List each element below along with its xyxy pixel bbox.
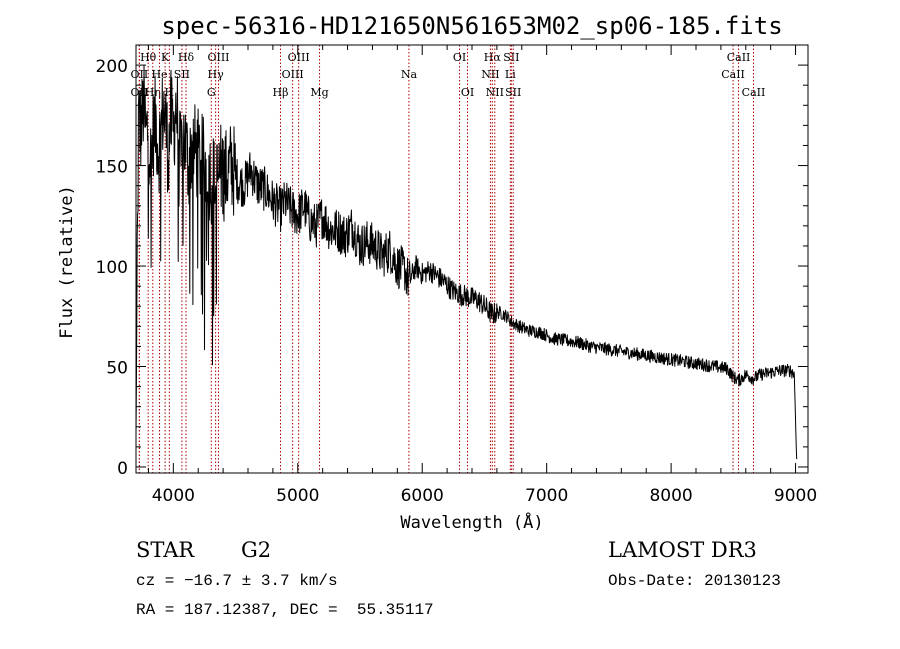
spectral-line-label: SII [505, 86, 521, 99]
spectral-line-label: OIII [288, 51, 310, 64]
spectral-line-label: NII [486, 86, 504, 99]
coordinates-readout: RA = 187.12387, DEC = 55.35117 [136, 601, 434, 619]
x-tick-label: 5000 [276, 486, 319, 506]
spectrum-series-line [135, 65, 798, 460]
spectral-line-label: Hβ [273, 86, 289, 99]
x-axis-label: Wavelength (Å) [400, 511, 543, 533]
spectral-line-label: OIII [282, 68, 304, 81]
y-tick-label: 50 [106, 359, 128, 379]
spectral-line-label: Hδ [178, 51, 195, 64]
spectral-line-label: OI [461, 86, 474, 99]
spectral-line-label: Hα [484, 51, 502, 64]
x-tick-label: 6000 [401, 486, 444, 506]
y-tick-label: 0 [117, 459, 128, 479]
spectral-line-label: CaII [721, 68, 745, 81]
x-tick-label: 4000 [152, 486, 195, 506]
spectral-line-label: G [207, 86, 216, 99]
x-tick-label: 9000 [774, 486, 817, 506]
x-tick-label: 7000 [525, 486, 568, 506]
object-class: STAR [136, 538, 195, 562]
y-tick-label: 200 [96, 57, 128, 77]
spectral-line-label: K [161, 51, 170, 64]
spectral-line-label: Mg [310, 86, 328, 99]
spectral-line-label: CaII [742, 86, 766, 99]
object-subclass: G2 [241, 538, 272, 562]
spectral-line-label: OI [453, 51, 466, 64]
spectral-line-label: Na [401, 68, 418, 81]
chart-title: spec-56316-HD121650N561653M02_sp06-185.f… [161, 12, 782, 40]
x-tick-label: 8000 [649, 486, 692, 506]
spectral-line-label: CaII [727, 51, 751, 64]
y-tick-label: 100 [96, 258, 128, 278]
y-axis-label: Flux (relative) [57, 185, 77, 339]
spectral-line-label: Li [505, 68, 516, 81]
redshift-readout: cz = −16.7 ± 3.7 km/s [136, 572, 338, 590]
spectral-line-label: H [165, 86, 175, 99]
plot-layer [135, 65, 798, 460]
spectral-line-label: SII [503, 51, 519, 64]
spectral-line-label: Hθ [140, 51, 157, 64]
spectral-line-label: NII [481, 68, 499, 81]
axes-layer: 4000 5000 6000 7000 8000 9000 0 50 100 150 200 [96, 45, 817, 506]
spectral-line-label: OIII [207, 51, 229, 64]
obs-date: Obs-Date: 20130123 [608, 572, 781, 590]
spectral-line-label: Hγ [208, 68, 225, 81]
plot-frame [135, 44, 809, 474]
survey-name: LAMOST DR3 [608, 538, 757, 562]
y-tick-label: 150 [96, 158, 128, 178]
spectral-line-label: Hη [145, 86, 161, 99]
spectral-line-label: SII [174, 68, 190, 81]
